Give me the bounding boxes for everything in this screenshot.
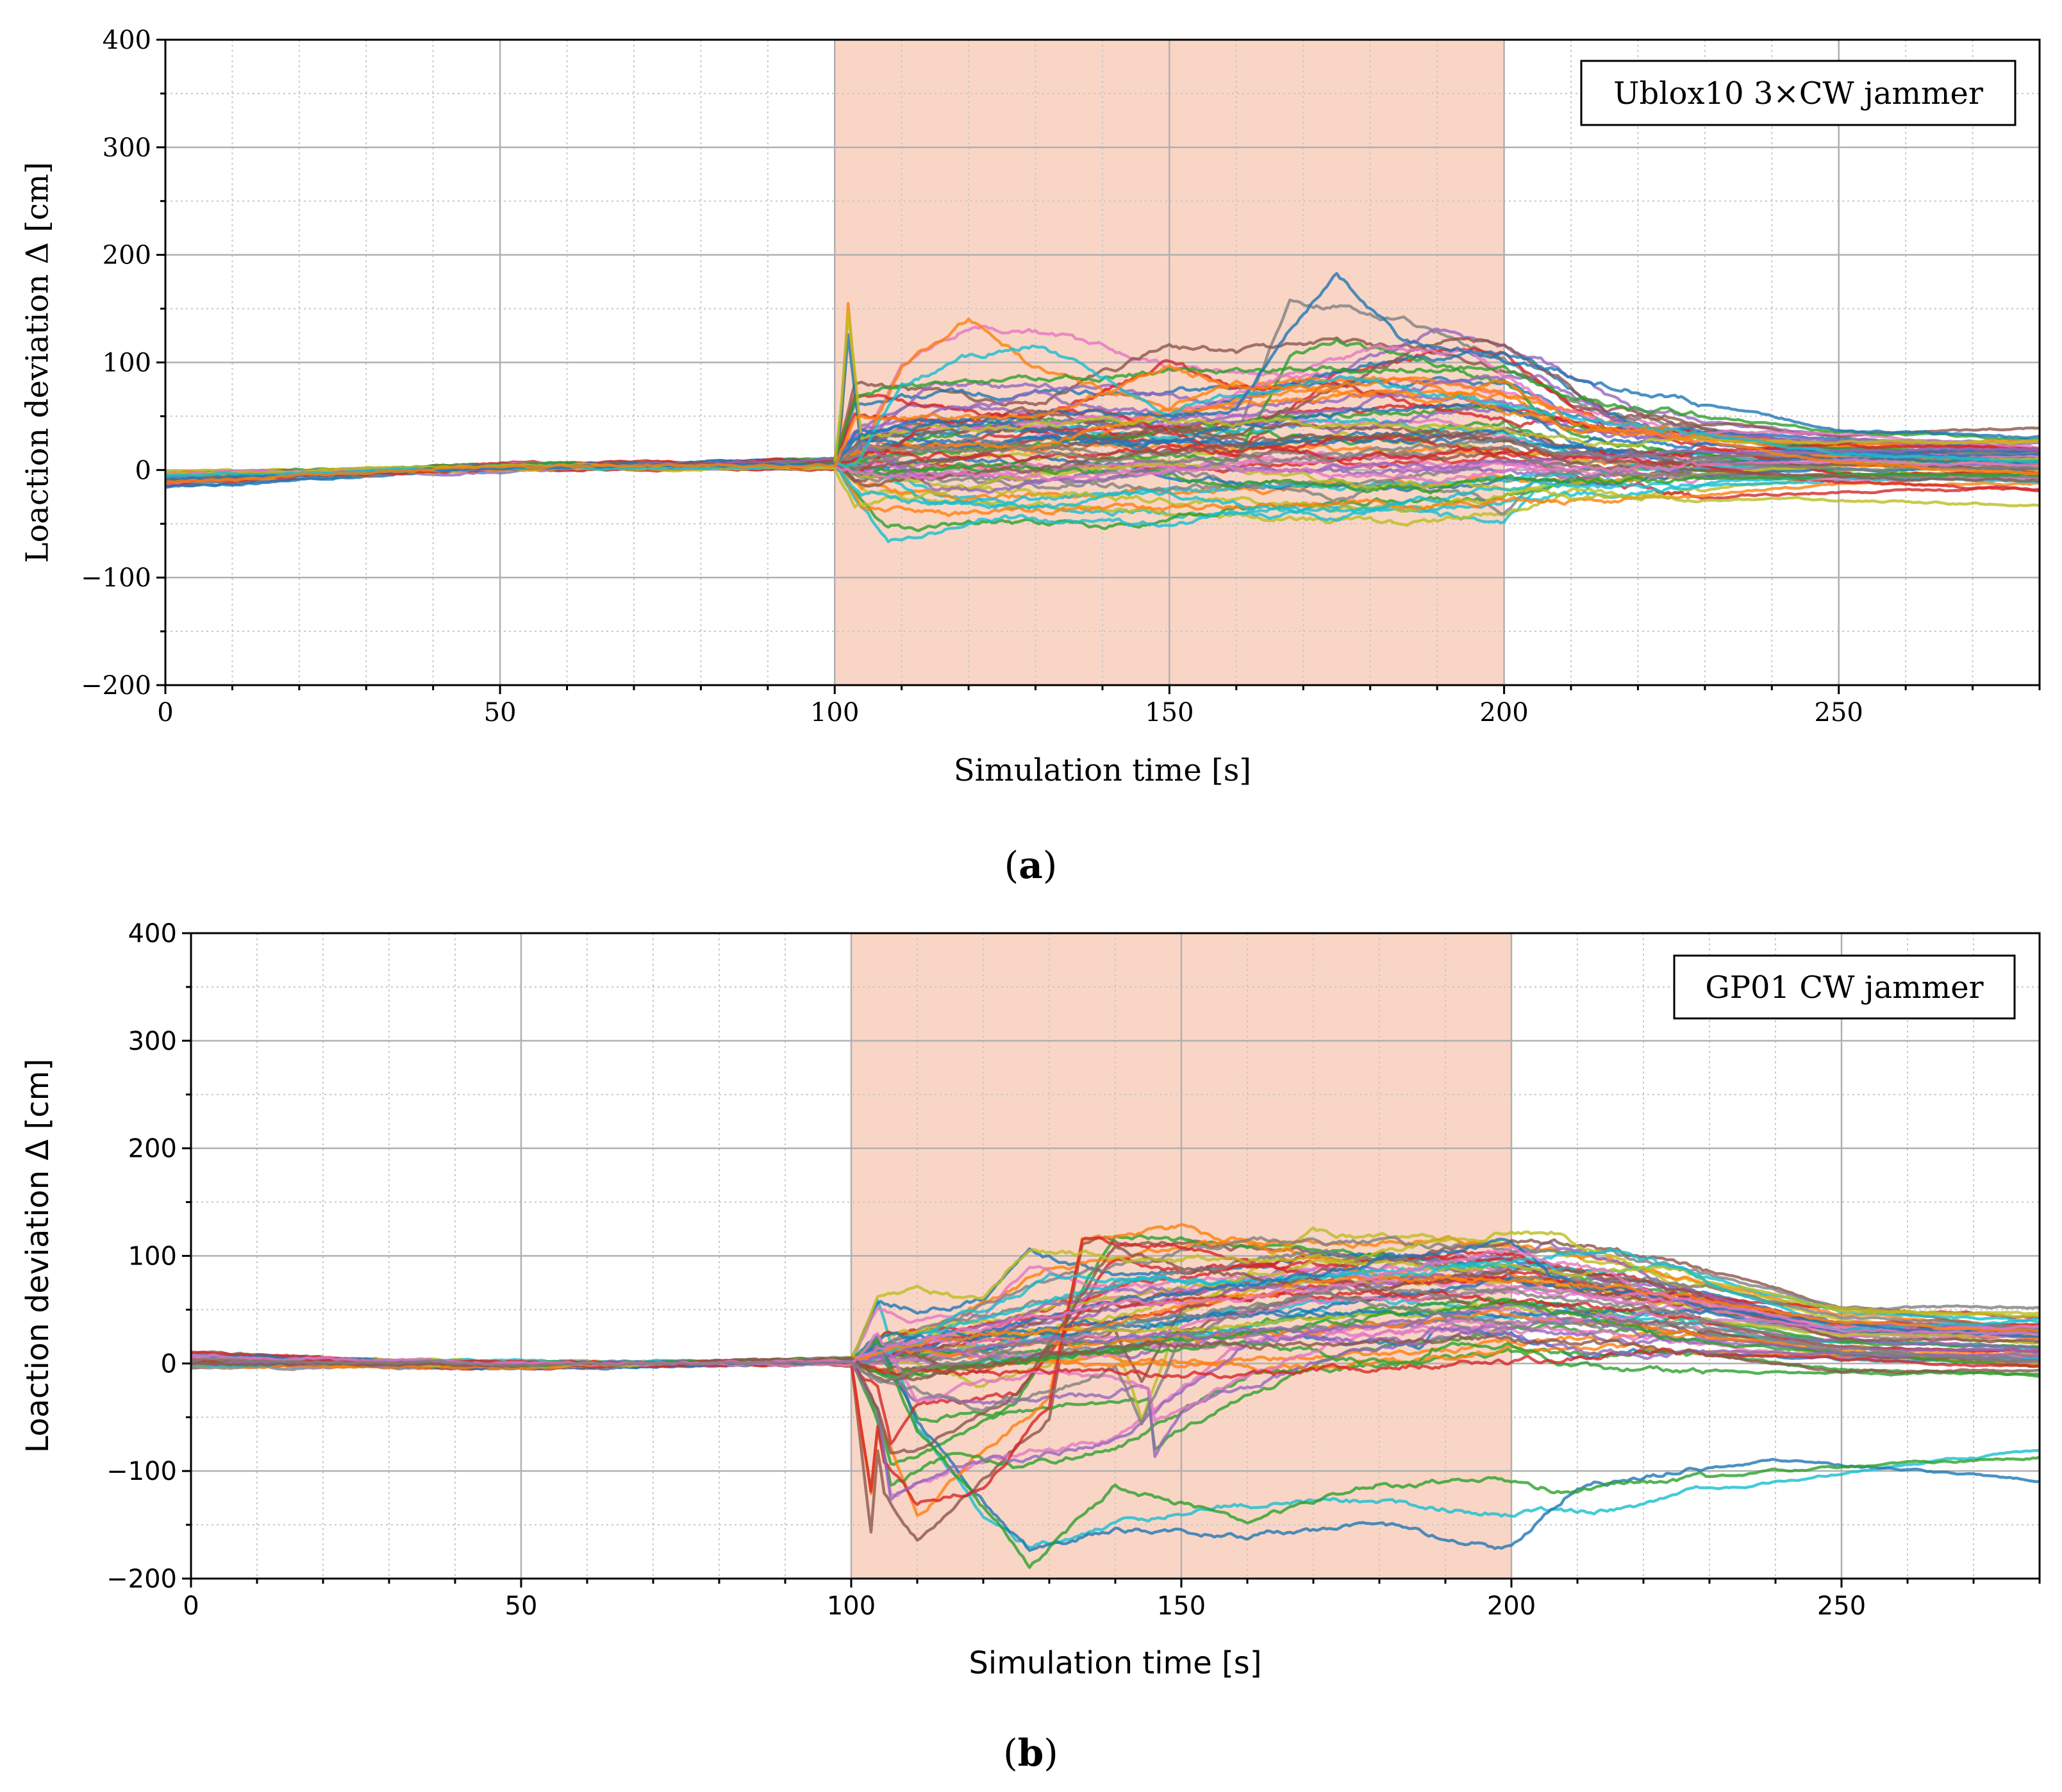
x-tick-label: 0 (183, 1591, 199, 1621)
x-tick-label: 0 (157, 698, 173, 727)
x-tick-label: 250 (1815, 698, 1863, 727)
series-line (165, 272, 2040, 482)
series-line (191, 1245, 2040, 1366)
series-line (165, 432, 2040, 488)
legend-text: Ublox10 3×CW jammer (1613, 76, 1983, 112)
y-axis-title: Loaction deviation Δ [cm] (20, 1059, 56, 1453)
caption-letter: a (1019, 843, 1043, 887)
series-lines (191, 1223, 2040, 1569)
figure-caption: (b) (1003, 1731, 1058, 1775)
y-tick-label: 200 (128, 1134, 177, 1164)
y-tick-label: −200 (106, 1564, 177, 1594)
chart-panel-b: 0 50 100 150 200 250 −200 −100 0 100 200 300 400 GP0… (20, 919, 2041, 1775)
y-tick-label: 300 (128, 1027, 177, 1056)
x-tick-label: 100 (827, 1591, 876, 1621)
legend: GP01 CW jammer (1673, 954, 2016, 1020)
legend-text: GP01 CW jammer (1705, 970, 1983, 1006)
x-tick-label: 150 (1145, 698, 1193, 727)
series-group (165, 272, 2040, 543)
series-line (165, 442, 2040, 483)
y-tick-label: −200 (81, 671, 151, 701)
legend-box (1580, 60, 2016, 126)
x-tick-label: 50 (505, 1591, 538, 1621)
caption-letter: b (1018, 1731, 1044, 1775)
y-tick-label: 400 (103, 26, 151, 55)
chart-panel-a: 0 50 100 150 200 250 −200 −100 0 100 200 300 400 Ubl… (20, 26, 2041, 887)
y-tick-label: −100 (106, 1457, 177, 1486)
legend-box (1673, 954, 2016, 1020)
x-axis-title: Simulation time [s] (969, 1645, 1261, 1681)
series-line (191, 1307, 2040, 1371)
y-tick-label: 200 (103, 241, 151, 270)
y-tick-label: 0 (161, 1349, 177, 1379)
axes: 0 50 100 150 200 250 −200 −100 0 100 200 300 400 (106, 919, 2041, 1621)
y-tick-label: 400 (128, 919, 177, 949)
x-tick-label: 250 (1817, 1591, 1866, 1621)
x-axis-title: Simulation time [s] (954, 752, 1251, 788)
y-axis-title: Loaction deviation Δ [cm] (20, 162, 56, 563)
series-line (165, 364, 2040, 485)
x-tick-label: 50 (484, 698, 517, 727)
legend: Ublox10 3×CW jammer (1580, 60, 2016, 126)
series-group (191, 1223, 2040, 1569)
y-tick-label: 100 (128, 1242, 177, 1272)
y-tick-label: 300 (103, 133, 151, 163)
x-tick-label: 200 (1487, 1591, 1536, 1621)
x-tick-label: 150 (1157, 1591, 1206, 1621)
y-tick-label: 0 (135, 456, 151, 485)
axes: 0 50 100 150 200 250 −200 −100 0 100 200 300 400 (81, 26, 2041, 727)
y-tick-label: 100 (103, 349, 151, 378)
y-tick-label: −100 (81, 563, 151, 593)
figure-caption: (a) (1004, 843, 1058, 887)
series-line (191, 1290, 2040, 1382)
x-tick-label: 200 (1479, 698, 1528, 727)
series-lines (165, 272, 2040, 543)
x-tick-label: 100 (810, 698, 859, 727)
